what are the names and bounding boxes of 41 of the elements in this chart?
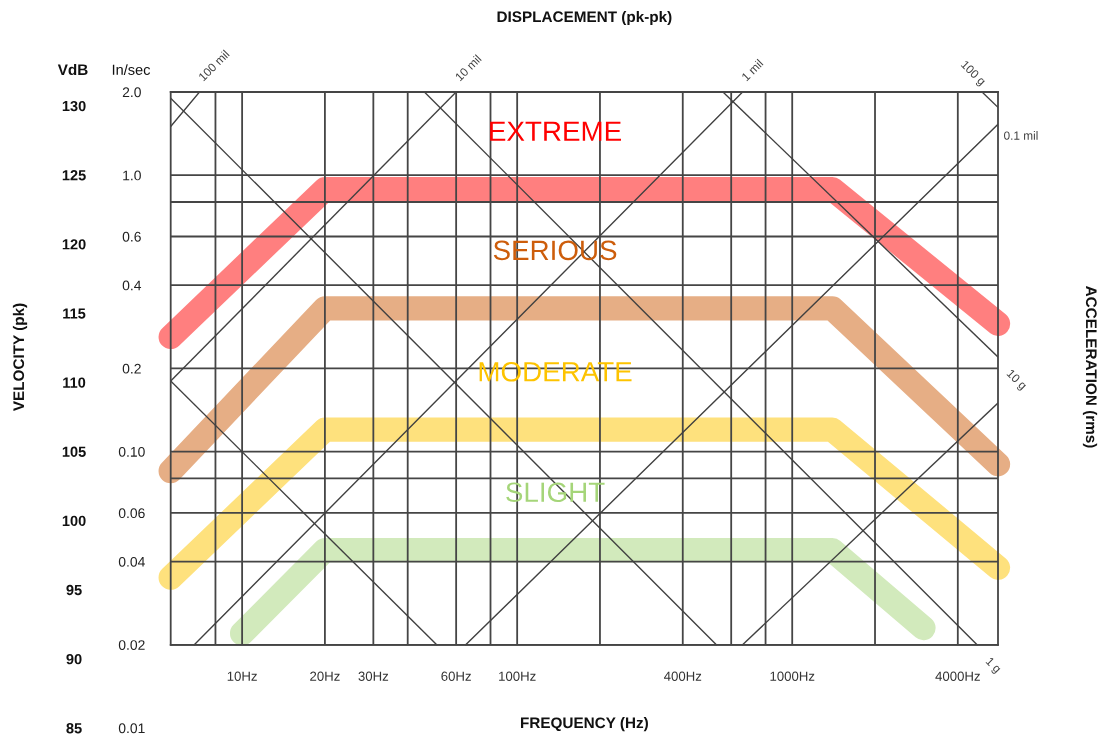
x-tick-label: 20Hz (310, 671, 340, 681)
text: VELOCITY (pk) (12, 303, 28, 412)
x-tick-label: 100Hz (499, 671, 536, 681)
y2-tick-label: 95 (66, 584, 82, 596)
y-tick-label: 0.06 (118, 508, 145, 519)
y2-tick-label: 100 (62, 515, 86, 527)
text: 10 g (1004, 368, 1028, 392)
y-tick-label: 0.2 (122, 363, 141, 374)
text: 100 g (959, 60, 987, 88)
y2-tick-label: 110 (63, 377, 86, 388)
y-tick-label: 0.6 (122, 231, 141, 242)
x-tick-label: 4000Hz (935, 671, 980, 681)
y2-tick-label: 115 (63, 308, 86, 319)
y-tick-label: 0.10 (118, 446, 145, 457)
y2-tick-label: 105 (62, 446, 86, 457)
x-tick-label: 1000Hz (770, 671, 815, 681)
y2-tick-label: 130 (62, 100, 86, 112)
y-axis-title: In/sec (112, 64, 151, 75)
y-tick-label: 0.4 (122, 280, 142, 291)
x-tick-label: 60Hz (441, 671, 471, 681)
text: 1 g (983, 656, 1002, 675)
y2-tick-label: 125 (62, 170, 86, 181)
chart-title: DISPLACEMENT (pk-pk) (497, 10, 672, 26)
text: ACCELERATION (rms) (1082, 286, 1098, 448)
y2-tick-label: 85 (66, 723, 82, 734)
y-tick-label: 0.04 (118, 556, 145, 567)
x-axis-title: FREQUENCY (Hz) (521, 717, 648, 732)
x-tick-label: 400Hz (663, 671, 702, 681)
y-tick-label: 2.0 (122, 87, 141, 98)
text: 1 mil (740, 58, 764, 82)
series-label: 0.1 mil (1004, 131, 1038, 140)
x-tick-label: 10Hz (227, 671, 257, 681)
text: 10 mil (454, 54, 482, 82)
x-tick-label: 30Hz (358, 671, 389, 681)
y-tick-label: 0.02 (118, 640, 145, 650)
y-tick-label: 1.0 (123, 170, 141, 181)
y2-tick-label: 120 (62, 239, 86, 250)
y2-tick-label: 90 (66, 653, 82, 665)
y-tick-label: 0.01 (118, 723, 145, 734)
text: 100 mil (197, 49, 230, 82)
y2-axis-title: VdB (57, 63, 88, 76)
